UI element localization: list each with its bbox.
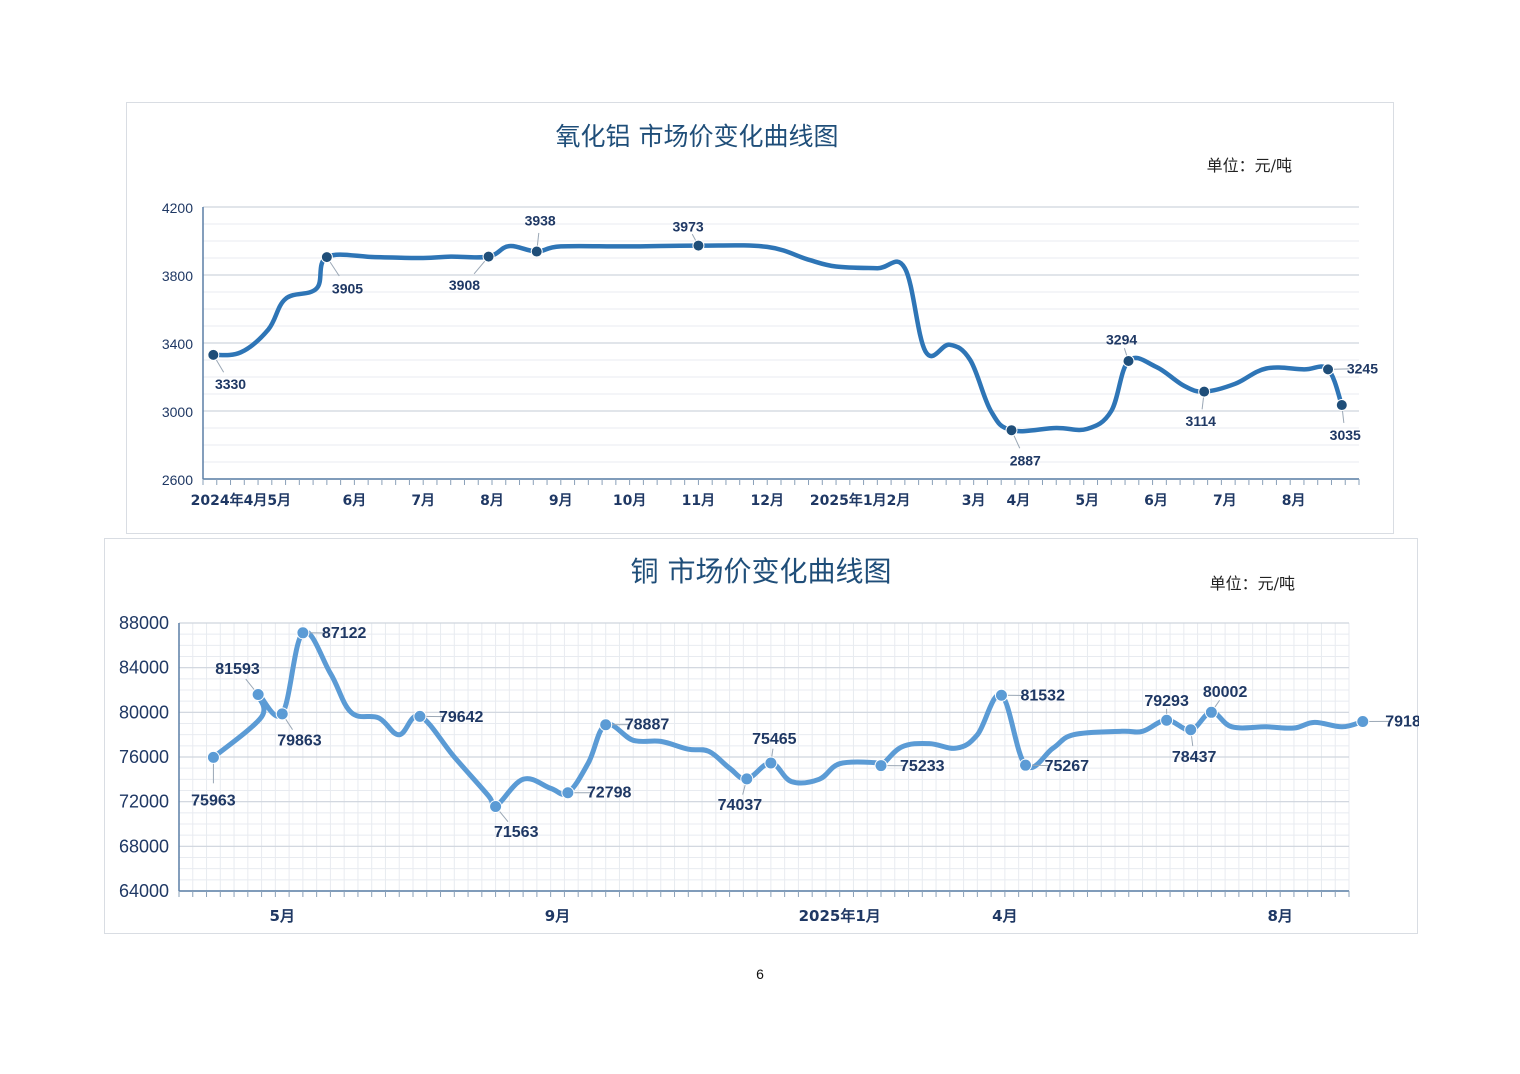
data-point-marker [692, 239, 705, 252]
copper-price-chart: 铜 市场价变化曲线图单位：元/吨 64000 68000 72000 76000 8000… [119, 555, 1419, 925]
x-tick-label: 8月 [480, 493, 504, 509]
data-label: 75267 [1045, 758, 1090, 775]
x-tick-label: 6月 [343, 493, 367, 509]
x-tick-label: 12月 [750, 493, 783, 509]
data-point-marker [874, 759, 888, 773]
data-point-marker [1005, 424, 1018, 437]
data-point-marker [296, 626, 310, 640]
x-tick-label: 7月 [1213, 493, 1237, 509]
data-point-marker [530, 245, 543, 258]
data-label: 72798 [587, 785, 632, 802]
data-label: 3973 [673, 219, 704, 235]
page-number: 6 [756, 966, 764, 982]
data-label: 3114 [1186, 413, 1217, 429]
data-label: 78437 [1172, 749, 1217, 766]
x-tick-label: 2024年4月5月 [191, 492, 291, 509]
data-point-marker [1198, 385, 1211, 398]
data-label: 79293 [1144, 693, 1189, 710]
data-point-marker [489, 800, 503, 814]
chart-title: 氧化铝 市场价变化曲线图 [556, 122, 839, 151]
data-point-marker [206, 750, 220, 764]
data-point-marker [413, 709, 427, 723]
data-point-marker [599, 718, 613, 732]
y-tick-label: 3000 [162, 404, 193, 420]
data-label: 3905 [332, 281, 363, 297]
x-tick-label: 5月 [1075, 493, 1099, 509]
data-label: 75465 [752, 731, 797, 748]
data-point-marker [1356, 714, 1370, 728]
data-label: 74037 [718, 797, 763, 814]
y-tick-label: 72000 [119, 792, 169, 812]
data-point-marker [320, 251, 333, 264]
x-tick-label: 8月 [1267, 907, 1292, 925]
data-label: 79642 [439, 709, 484, 726]
data-label: 75233 [900, 758, 945, 775]
data-point-marker [561, 786, 575, 800]
data-label: 81532 [1020, 688, 1065, 705]
y-tick-label: 3400 [162, 336, 193, 352]
x-tick-label: 5月 [270, 907, 295, 925]
data-label: 79863 [277, 732, 322, 749]
data-point-marker [1335, 399, 1348, 412]
data-point-marker [740, 772, 754, 786]
data-label: 80002 [1203, 684, 1248, 701]
series-line [211, 243, 1345, 434]
alumina-chart-panel: 氧化铝 市场价变化曲线图单位：元/吨 2600 3000 3400 3800 4200 20… [126, 102, 1394, 534]
data-point-marker [275, 707, 289, 721]
data-point-marker [251, 688, 265, 702]
data-label: 3245 [1347, 361, 1378, 377]
data-point-marker [1204, 705, 1218, 719]
y-tick-label: 4200 [162, 200, 193, 216]
x-tick-label: 10月 [613, 493, 646, 509]
chart-title: 铜 市场价变化曲线图 [631, 555, 892, 588]
x-tick-label: 11月 [682, 493, 715, 509]
x-tick-label: 9月 [545, 907, 570, 925]
data-label: 2887 [1010, 452, 1041, 468]
y-tick-label: 76000 [119, 747, 169, 767]
y-tick-label: 84000 [119, 658, 169, 678]
data-label: 79183 [1385, 713, 1419, 730]
data-label: 87122 [322, 625, 367, 642]
data-label: 78887 [625, 717, 670, 734]
data-point-marker [482, 250, 495, 263]
data-label: 81593 [215, 661, 260, 678]
data-label: 71563 [494, 824, 539, 841]
x-tick-label: 2025年1月 [799, 907, 881, 925]
data-point-marker [1322, 363, 1335, 376]
data-label: 3294 [1106, 332, 1137, 348]
x-tick-label: 4月 [1007, 493, 1031, 509]
x-tick-label: 4月 [992, 907, 1017, 925]
data-point-marker [994, 688, 1008, 702]
x-tick-label: 8月 [1282, 493, 1306, 509]
unit-label: 单位：元/吨 [1210, 574, 1295, 593]
data-point-marker [1160, 713, 1174, 727]
data-label: 3938 [525, 213, 556, 229]
data-label: 3330 [215, 376, 246, 392]
data-point-marker [1019, 758, 1033, 772]
copper-chart-panel: 铜 市场价变化曲线图单位：元/吨 64000 68000 72000 76000 8000… [104, 538, 1419, 934]
y-tick-label: 88000 [119, 613, 169, 633]
x-tick-label: 3月 [962, 493, 986, 509]
data-point-marker [1122, 355, 1135, 368]
x-tick-label: 7月 [411, 493, 435, 509]
y-tick-label: 3800 [162, 268, 193, 284]
x-tick-label: 6月 [1144, 493, 1168, 509]
data-point-marker [1184, 723, 1198, 737]
data-label: 3908 [449, 277, 480, 293]
x-tick-label: 2025年1月2月 [810, 492, 910, 509]
unit-label: 单位：元/吨 [1207, 156, 1292, 175]
y-tick-label: 80000 [119, 702, 169, 722]
data-label: 75963 [191, 793, 236, 810]
y-tick-label: 2600 [162, 472, 193, 488]
data-point-marker [764, 756, 778, 770]
y-tick-label: 68000 [119, 836, 169, 856]
data-point-marker [207, 348, 220, 361]
y-tick-label: 64000 [119, 881, 169, 901]
data-label: 3035 [1330, 427, 1361, 443]
x-tick-label: 9月 [549, 493, 573, 509]
